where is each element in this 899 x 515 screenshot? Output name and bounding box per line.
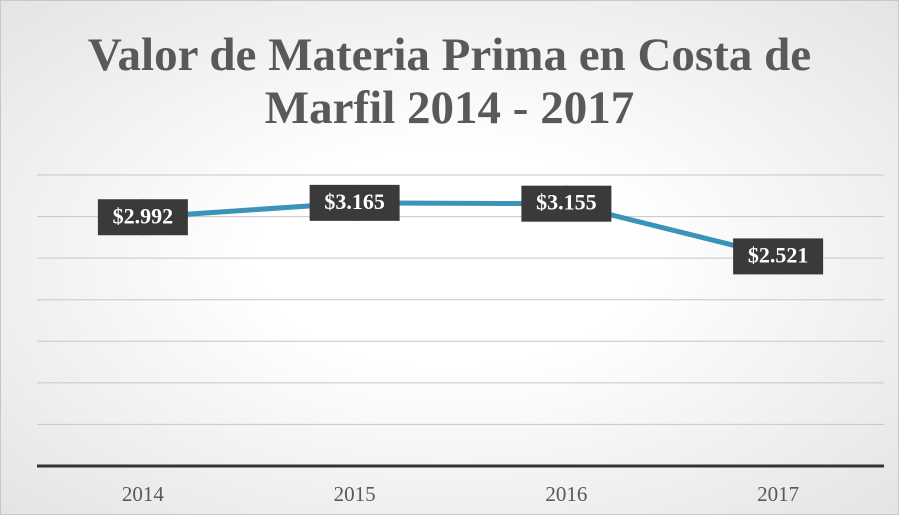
data-label-box	[309, 184, 400, 221]
data-label: $2.521	[748, 242, 809, 267]
x-tick-label: 2016	[545, 482, 587, 506]
x-tick-label: 2015	[334, 482, 376, 506]
line	[142, 200, 779, 259]
x-tick-label: 2017	[757, 482, 799, 506]
data-label-box	[521, 185, 612, 222]
data-label: $3.165	[324, 189, 385, 214]
chart-title: Valor de Materia Prima en Costa de Marfi…	[87, 29, 812, 134]
data-label-box	[97, 199, 188, 236]
x-tick-label: 2014	[122, 482, 165, 506]
data-label: $3.155	[536, 190, 597, 215]
data-label-box	[733, 238, 824, 275]
data-label: $2.992	[113, 203, 174, 228]
